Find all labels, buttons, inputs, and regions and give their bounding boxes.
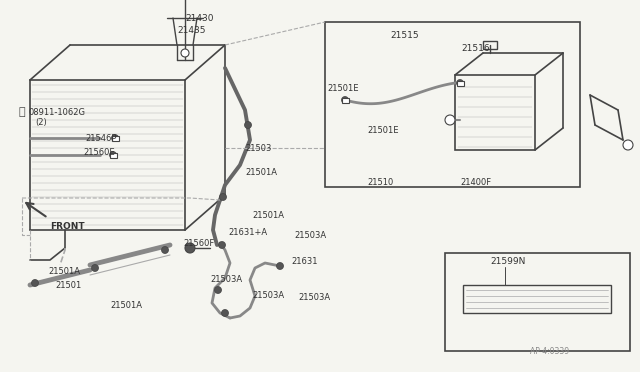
Text: 21516: 21516 [461,44,490,52]
Bar [325,22,580,187]
Bar [445,253,630,351]
Text: 21560E: 21560E [83,148,115,157]
Text: 21631: 21631 [291,257,317,266]
Circle shape [221,310,228,317]
Bar [455,75,535,150]
Text: 21560F: 21560F [183,238,214,247]
Circle shape [276,263,284,269]
Text: 21546P: 21546P [85,134,116,142]
Text: 21501A: 21501A [245,167,277,176]
Circle shape [181,49,189,57]
Circle shape [456,80,463,87]
Circle shape [111,135,118,141]
Circle shape [161,247,168,253]
Circle shape [185,243,195,253]
Text: AP 4:0339: AP 4:0339 [530,347,569,356]
Circle shape [218,241,225,248]
Circle shape [109,151,116,158]
Text: 21501A: 21501A [110,301,142,310]
Text: 21501E: 21501E [367,125,399,135]
Text: 21501E: 21501E [327,83,358,93]
Circle shape [623,140,633,150]
Text: 21503A: 21503A [252,291,284,299]
Text: 21501A: 21501A [252,211,284,219]
Text: Ⓝ: Ⓝ [18,107,24,117]
Text: 21400F: 21400F [460,177,491,186]
Circle shape [31,279,38,286]
Circle shape [445,115,455,125]
Circle shape [214,286,221,294]
Text: 21503A: 21503A [298,292,330,301]
Text: 21503A: 21503A [294,231,326,240]
Bar [342,98,349,103]
Text: (2): (2) [35,118,47,126]
Text: 21510: 21510 [367,177,393,186]
Bar [110,153,117,158]
Bar [483,41,497,49]
Text: 21501: 21501 [55,280,81,289]
Circle shape [92,264,99,272]
Circle shape [244,122,252,128]
Text: 21501A: 21501A [48,267,80,276]
Text: 21599N: 21599N [490,257,525,266]
Bar [112,136,119,141]
Text: 21631+A: 21631+A [228,228,267,237]
Text: 08911-1062G: 08911-1062G [28,108,85,116]
Bar [463,285,611,313]
Text: FRONT: FRONT [50,221,84,231]
Bar [457,81,464,86]
Circle shape [342,96,349,103]
Text: 21503: 21503 [245,144,271,153]
Text: 21430: 21430 [185,13,214,22]
Text: 21435: 21435 [177,26,205,35]
Text: 21515: 21515 [390,31,419,39]
Circle shape [220,193,227,201]
Text: 21503A: 21503A [210,276,242,285]
